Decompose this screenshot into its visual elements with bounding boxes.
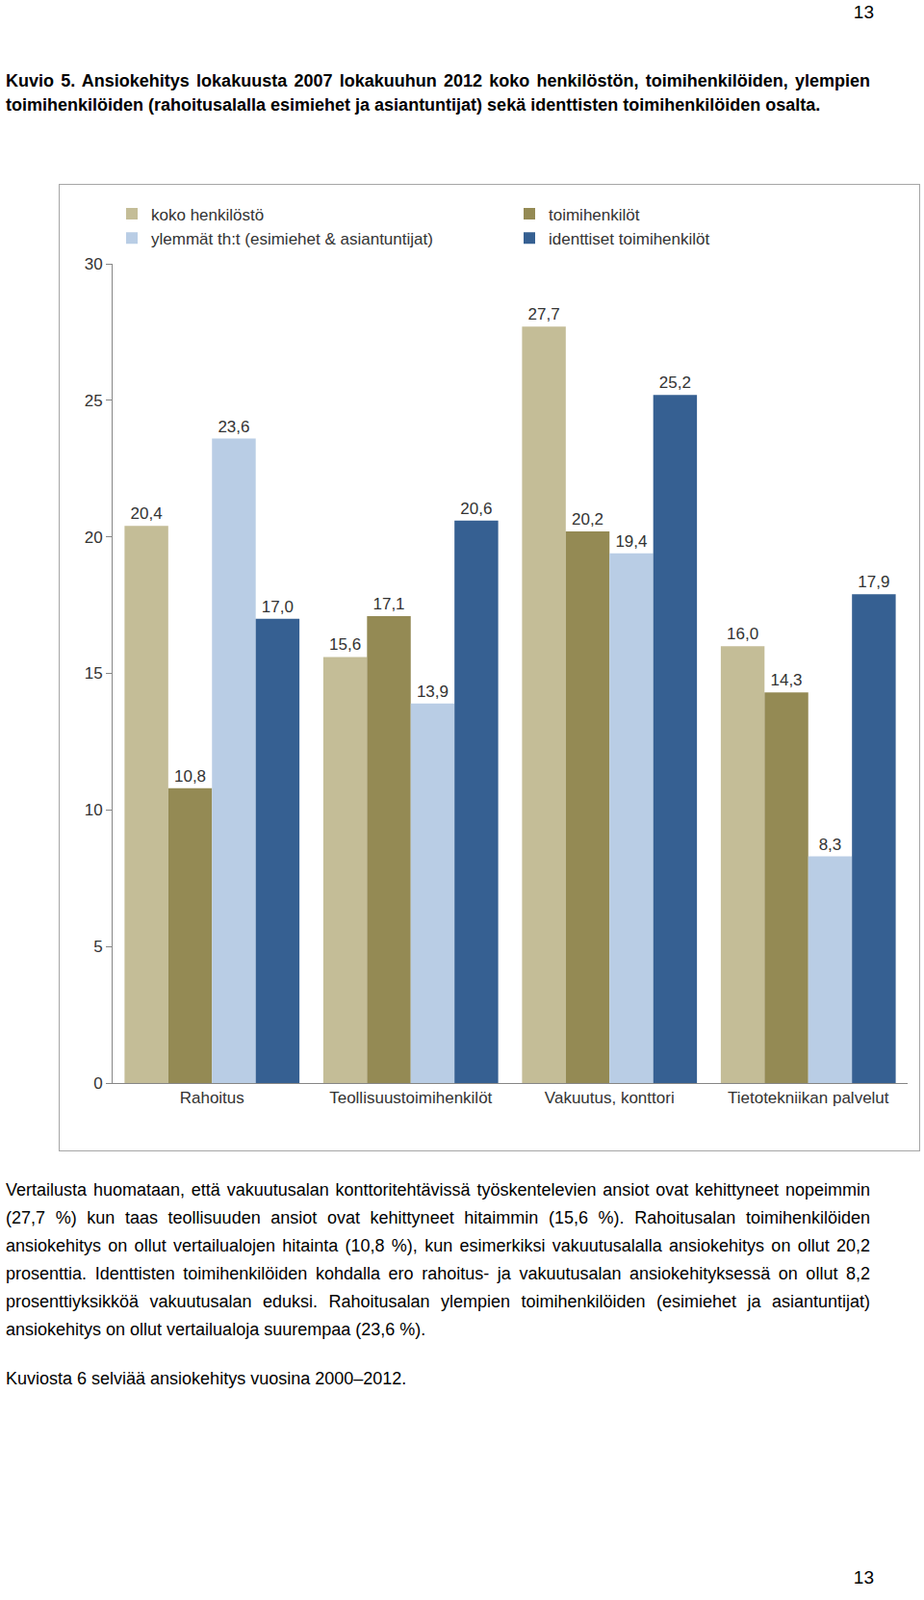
svg-text:ylemmät th:t (esimiehet & asia: ylemmät th:t (esimiehet & asiantuntijat) bbox=[151, 230, 434, 249]
svg-text:14,3: 14,3 bbox=[770, 670, 802, 690]
svg-text:identtiset toimihenkilöt: identtiset toimihenkilöt bbox=[548, 230, 711, 249]
html-text:Kuvio 5. Ansiokehitys lokakuus: Kuvio 5. Ansiokehitys lokakuusta 2007 lo… bbox=[5, 71, 871, 115]
svg-text:13,9: 13,9 bbox=[416, 682, 449, 701]
svg-text:17,0: 17,0 bbox=[261, 597, 294, 616]
svg-text:30: 30 bbox=[84, 255, 103, 274]
svg-text:10,8: 10,8 bbox=[174, 767, 206, 786]
svg-text:20: 20 bbox=[84, 528, 103, 547]
svg-text:Rahoitus: Rahoitus bbox=[179, 1088, 245, 1107]
svg-text:Vakuutus, konttori: Vakuutus, konttori bbox=[544, 1088, 675, 1107]
html-text:Kuviosta 6 selviää ansiokehity: Kuviosta 6 selviää ansiokehitys vuosina … bbox=[5, 1368, 407, 1388]
svg-text:15: 15 bbox=[84, 664, 103, 683]
svg-text:17,9: 17,9 bbox=[857, 572, 890, 591]
svg-text:koko henkilöstö: koko henkilöstö bbox=[151, 205, 264, 225]
svg-text:Teollisuustoimihenkilöt: Teollisuustoimihenkilöt bbox=[329, 1088, 492, 1107]
svg-text:15,6: 15,6 bbox=[329, 635, 361, 654]
svg-text:20,6: 20,6 bbox=[460, 499, 492, 518]
svg-text:19,4: 19,4 bbox=[615, 532, 647, 551]
svg-text:17,1: 17,1 bbox=[372, 594, 405, 614]
svg-text:0: 0 bbox=[93, 1074, 103, 1093]
svg-text:8,3: 8,3 bbox=[819, 835, 843, 854]
svg-text:10: 10 bbox=[84, 800, 103, 820]
svg-text:5: 5 bbox=[93, 937, 103, 956]
svg-text:Tietotekniikan palvelut: Tietotekniikan palvelut bbox=[727, 1088, 890, 1107]
svg-text:23,6: 23,6 bbox=[217, 417, 250, 437]
svg-text:25,2: 25,2 bbox=[659, 373, 692, 392]
svg-text:27,7: 27,7 bbox=[528, 305, 561, 324]
svg-text:toimihenkilöt: toimihenkilöt bbox=[548, 205, 641, 225]
svg-text:20,4: 20,4 bbox=[130, 504, 163, 523]
html-text:Vertailusta huomataan, että va: Vertailusta huomataan, että vakuutusalan… bbox=[5, 1180, 871, 1339]
html-text:13: 13 bbox=[853, 1566, 874, 1588]
svg-text:25: 25 bbox=[84, 391, 103, 411]
svg-text:20,2: 20,2 bbox=[571, 510, 604, 529]
svg-text:16,0: 16,0 bbox=[726, 624, 759, 643]
html-text:13: 13 bbox=[853, 1, 874, 23]
